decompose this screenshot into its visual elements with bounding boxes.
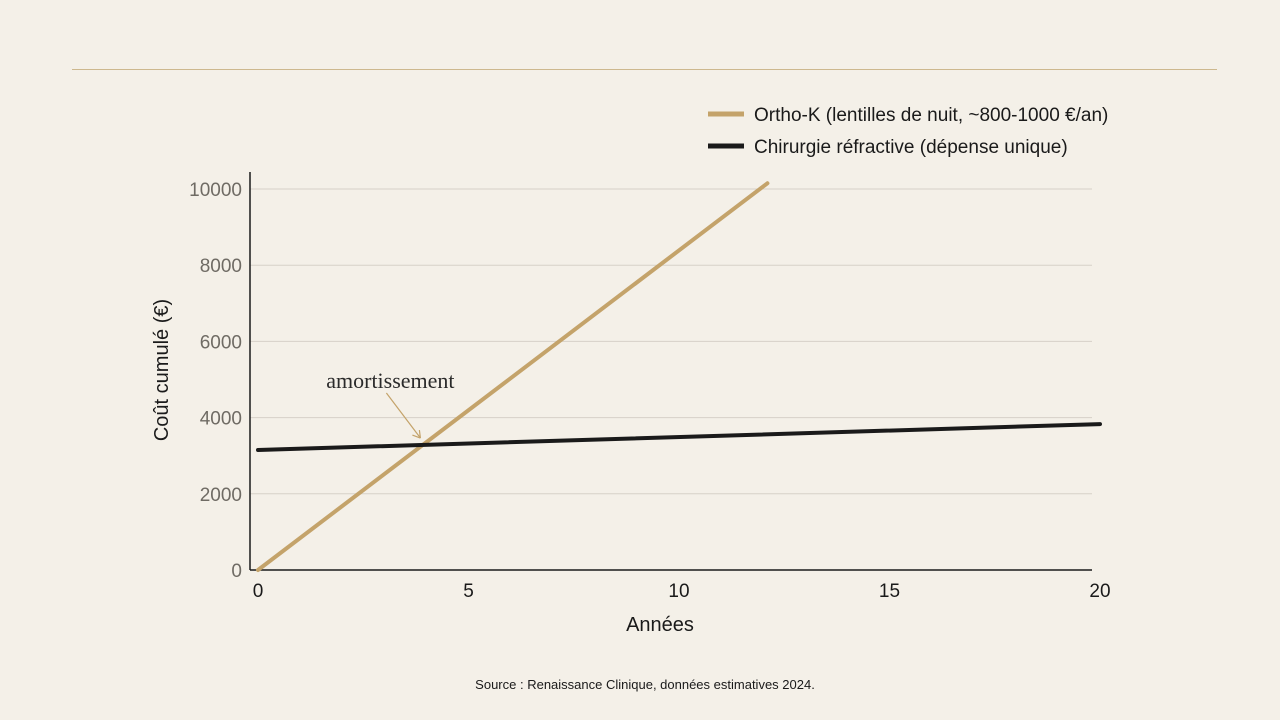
legend-label-chirurgie: Chirurgie réfractive (dépense unique) [754,137,1068,158]
x-tick-label: 15 [879,581,900,602]
source-note: Source : Renaissance Clinique, données e… [475,677,815,692]
x-tick-label: 0 [253,581,264,602]
x-tick-label: 5 [463,581,474,602]
x-axis-title: Années [626,614,694,636]
y-tick-label: 0 [231,561,242,582]
series-line-chirurgie [256,422,1102,452]
grid-lines [250,188,1092,495]
x-tick-labels: 0 5 10 15 20 [253,581,1111,602]
y-tick-labels: 0 2000 4000 6000 8000 10000 [189,180,242,582]
y-tick-label: 2000 [200,485,242,506]
series-lines [256,181,1102,572]
y-tick-label: 10000 [189,180,242,201]
x-tick-label: 10 [668,581,689,602]
top-accent-rule [72,69,1217,70]
axes [249,172,1092,571]
y-tick-label: 4000 [200,409,242,430]
series-line-orthok [256,181,770,572]
annotation-label: amortissement [326,368,454,393]
annotation-arrow [385,392,421,439]
y-axis-title: Coût cumulé (€) [151,299,173,441]
annotation-arrowhead [412,429,421,439]
y-tick-label: 6000 [200,332,242,353]
y-tick-label: 8000 [200,256,242,277]
legend-label-orthok: Ortho-K (lentilles de nuit, ~800-1000 €/… [754,105,1108,126]
annotations: amortissement [326,368,455,439]
x-tick-label: 20 [1089,581,1110,602]
legend: Ortho-K (lentilles de nuit, ~800-1000 €/… [708,105,1108,158]
